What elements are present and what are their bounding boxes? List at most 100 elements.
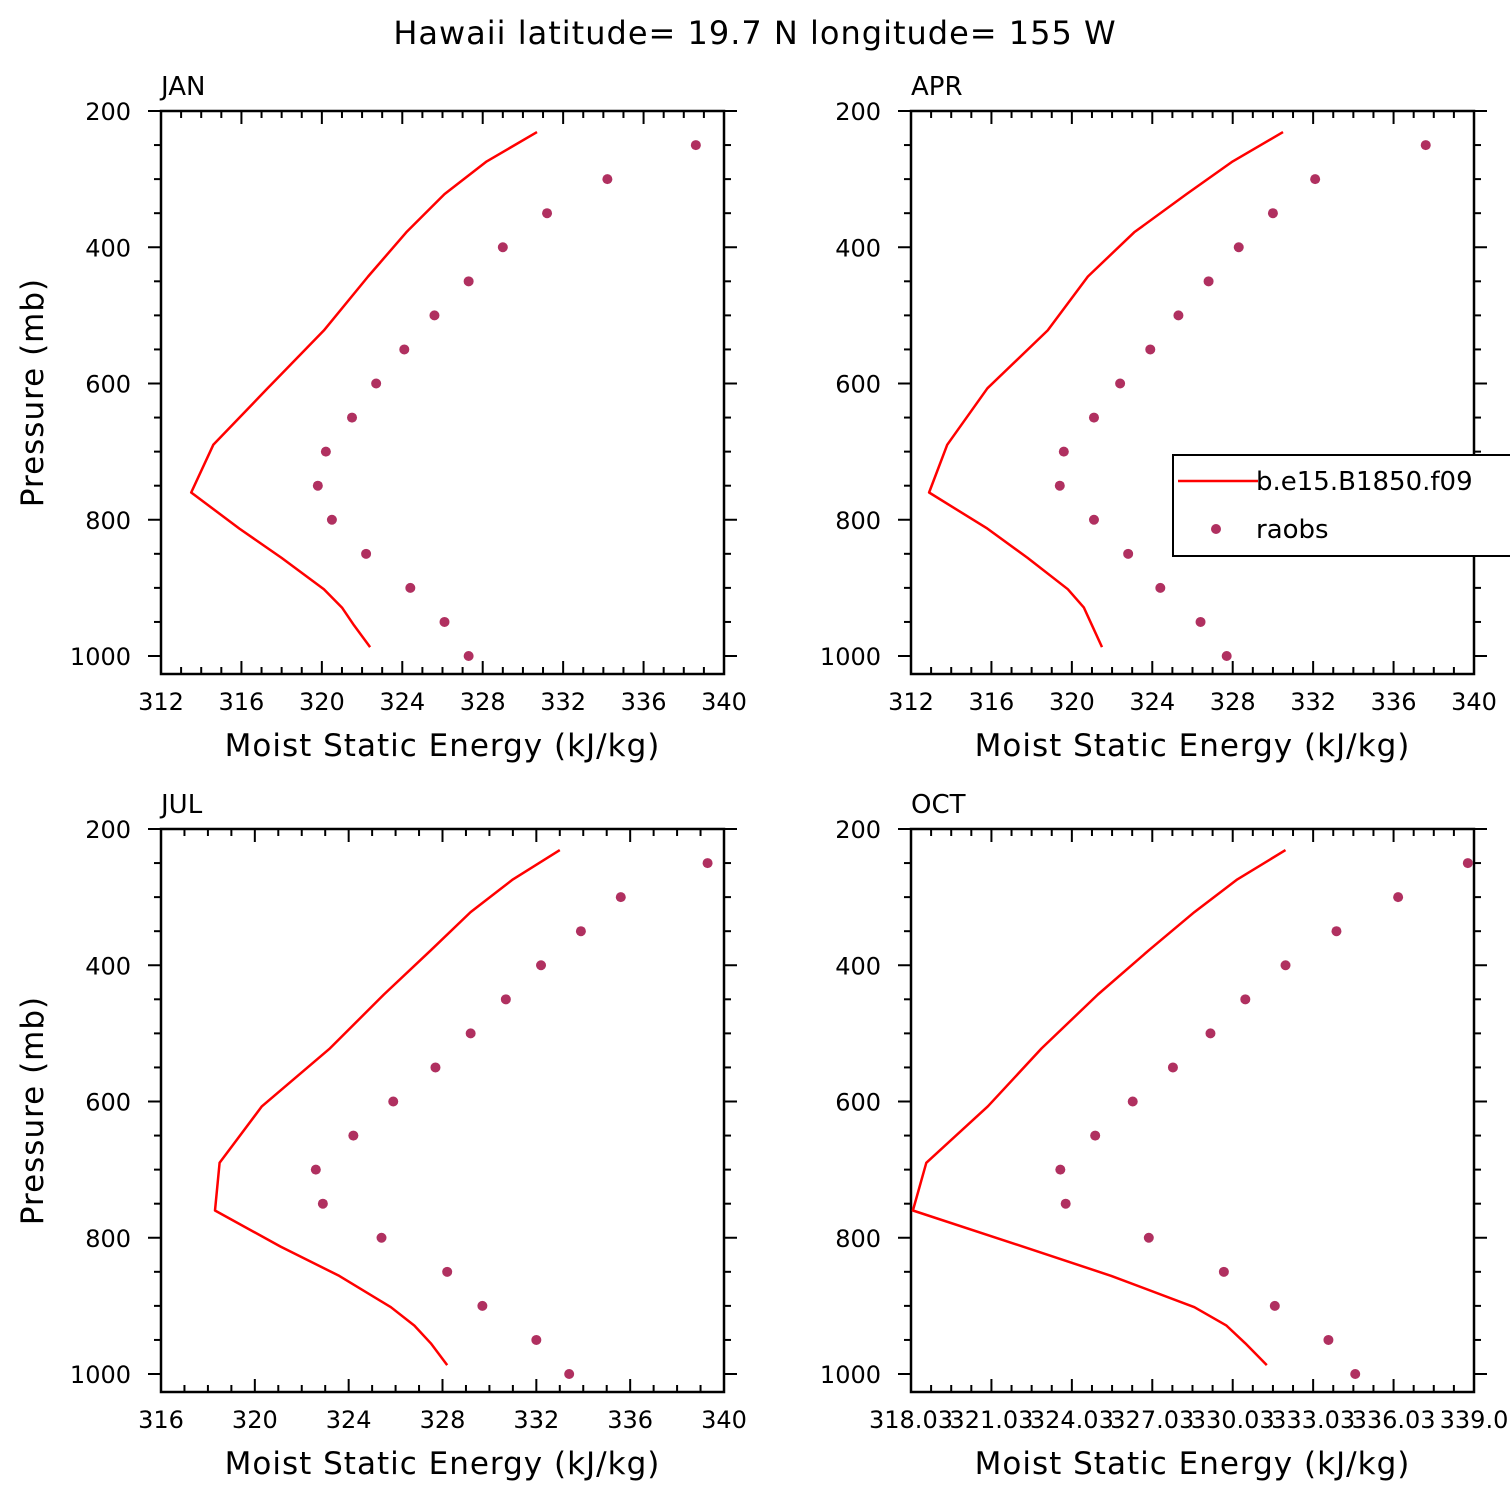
raobs-point [564, 1369, 575, 1379]
raobs-point [361, 548, 372, 559]
y-tick-label: 200 [85, 98, 131, 126]
raobs-point [405, 582, 416, 593]
y-tick-label: 600 [835, 371, 881, 399]
x-tick-label: 340 [701, 1406, 747, 1434]
panel-title: APR [911, 72, 963, 102]
y-tick-label: 400 [85, 952, 131, 980]
raobs-point [1331, 926, 1342, 937]
raobs-point [1173, 310, 1184, 321]
raobs-point [1115, 378, 1126, 389]
raobs-point [430, 1062, 441, 1073]
model-series-line [213, 849, 561, 1366]
raobs-point [371, 378, 382, 389]
raobs-point [1127, 1096, 1138, 1107]
x-axis-label: Moist Static Energy (kJ/kg) [225, 1446, 661, 1482]
raobs-point [1143, 1232, 1154, 1243]
x-tick-label: 340 [701, 688, 747, 716]
y-tick-label: 600 [85, 371, 131, 399]
y-tick-label: 400 [85, 234, 131, 262]
x-tick-label: 333.03 [1271, 1406, 1355, 1434]
panel-title: OCT [911, 790, 966, 820]
raobs-point [500, 994, 511, 1005]
panel-apr: 312 316 320 324 328 332 336 340 200 400 600 800 1000… [820, 72, 1497, 764]
raobs-point [465, 1028, 476, 1039]
x-tick-label: 336 [1371, 688, 1417, 716]
raobs-point [1054, 480, 1065, 491]
raobs-point [429, 310, 440, 321]
y-tick-label: 800 [85, 1225, 131, 1253]
raobs-point [575, 926, 586, 937]
y-tick-label: 400 [835, 234, 881, 262]
panel-jan: 312 316 320 324 328 332 336 340 200 400 600 800 1000… [15, 72, 747, 764]
raobs-point [1350, 1369, 1361, 1379]
y-tick-label: 200 [835, 98, 881, 126]
raobs-point [439, 616, 450, 627]
x-tick-label: 327.03 [1110, 1406, 1194, 1434]
raobs-point [702, 858, 713, 869]
x-tick-label: 336 [621, 688, 667, 716]
raobs-point [1221, 651, 1232, 661]
panel-jul: 316 320 324 328 332 336 340 200 400 600 800 1000 JUL… [15, 790, 747, 1482]
x-tick-label: 324.03 [1030, 1406, 1114, 1434]
raobs-point [1060, 1198, 1071, 1209]
y-tick-label: 1000 [70, 643, 131, 671]
y-tick-label: 800 [835, 1225, 881, 1253]
raobs-point [1280, 960, 1291, 971]
legend-obs-label: raobs [1256, 515, 1329, 545]
raobs-point [1203, 276, 1214, 287]
raobs-point [497, 242, 508, 253]
x-tick-label: 312 [888, 688, 934, 716]
y-tick-label: 1000 [70, 1361, 131, 1389]
raobs-point [347, 412, 358, 423]
y-tick-label: 1000 [820, 1361, 881, 1389]
raobs-point [1058, 446, 1069, 457]
x-tick-label: 332 [1290, 688, 1336, 716]
legend: b.e15.B1850.f09 raobs [1172, 454, 1510, 557]
y-axis-label: Pressure (mb) [15, 996, 51, 1225]
raobs-point [1088, 514, 1099, 525]
y-tick-label: 800 [835, 507, 881, 535]
y-tick-label: 1000 [820, 643, 881, 671]
raobs-point [542, 208, 553, 219]
raobs-point [602, 174, 613, 185]
raobs-point [1393, 892, 1404, 903]
model-series-line [927, 131, 1284, 648]
raobs-point [1323, 1334, 1334, 1345]
plot-frame [159, 827, 726, 1394]
panel-title: JAN [159, 72, 205, 102]
raobs-point [690, 140, 701, 151]
plot-frame [909, 109, 1476, 676]
raobs-point [320, 446, 331, 457]
x-tick-label: 316 [219, 688, 265, 716]
legend-obs-marker [1211, 524, 1221, 534]
raobs-point [1233, 242, 1244, 253]
raobs-point [463, 276, 474, 287]
raobs-point [1205, 1028, 1216, 1039]
x-axis-label: Moist Static Energy (kJ/kg) [975, 1446, 1411, 1482]
x-tick-label: 312 [138, 688, 184, 716]
raobs-point [376, 1232, 387, 1243]
raobs-point [399, 344, 410, 355]
raobs-point [1420, 140, 1431, 151]
raobs-point [1462, 858, 1473, 869]
raobs-point [1090, 1130, 1101, 1141]
raobs-point [531, 1334, 542, 1345]
raobs-point [1240, 994, 1251, 1005]
model-series-line [911, 849, 1287, 1366]
panel-oct: 318.03321.03324.03327.03330.03333.03336.… [820, 790, 1508, 1482]
y-tick-label: 200 [85, 816, 131, 844]
x-tick-label: 316 [138, 1406, 184, 1434]
x-tick-label: 336.03 [1352, 1406, 1436, 1434]
x-tick-label: 328 [1210, 688, 1256, 716]
raobs-point [1195, 616, 1206, 627]
raobs-point [310, 1164, 321, 1175]
raobs-point [1269, 1300, 1280, 1311]
raobs-point [463, 651, 474, 661]
raobs-point [477, 1300, 488, 1311]
raobs-point [1155, 582, 1166, 593]
x-tick-label: 328 [420, 1406, 466, 1434]
raobs-point [442, 1266, 453, 1277]
x-tick-label: 320 [1049, 688, 1095, 716]
x-tick-label: 324 [379, 688, 425, 716]
